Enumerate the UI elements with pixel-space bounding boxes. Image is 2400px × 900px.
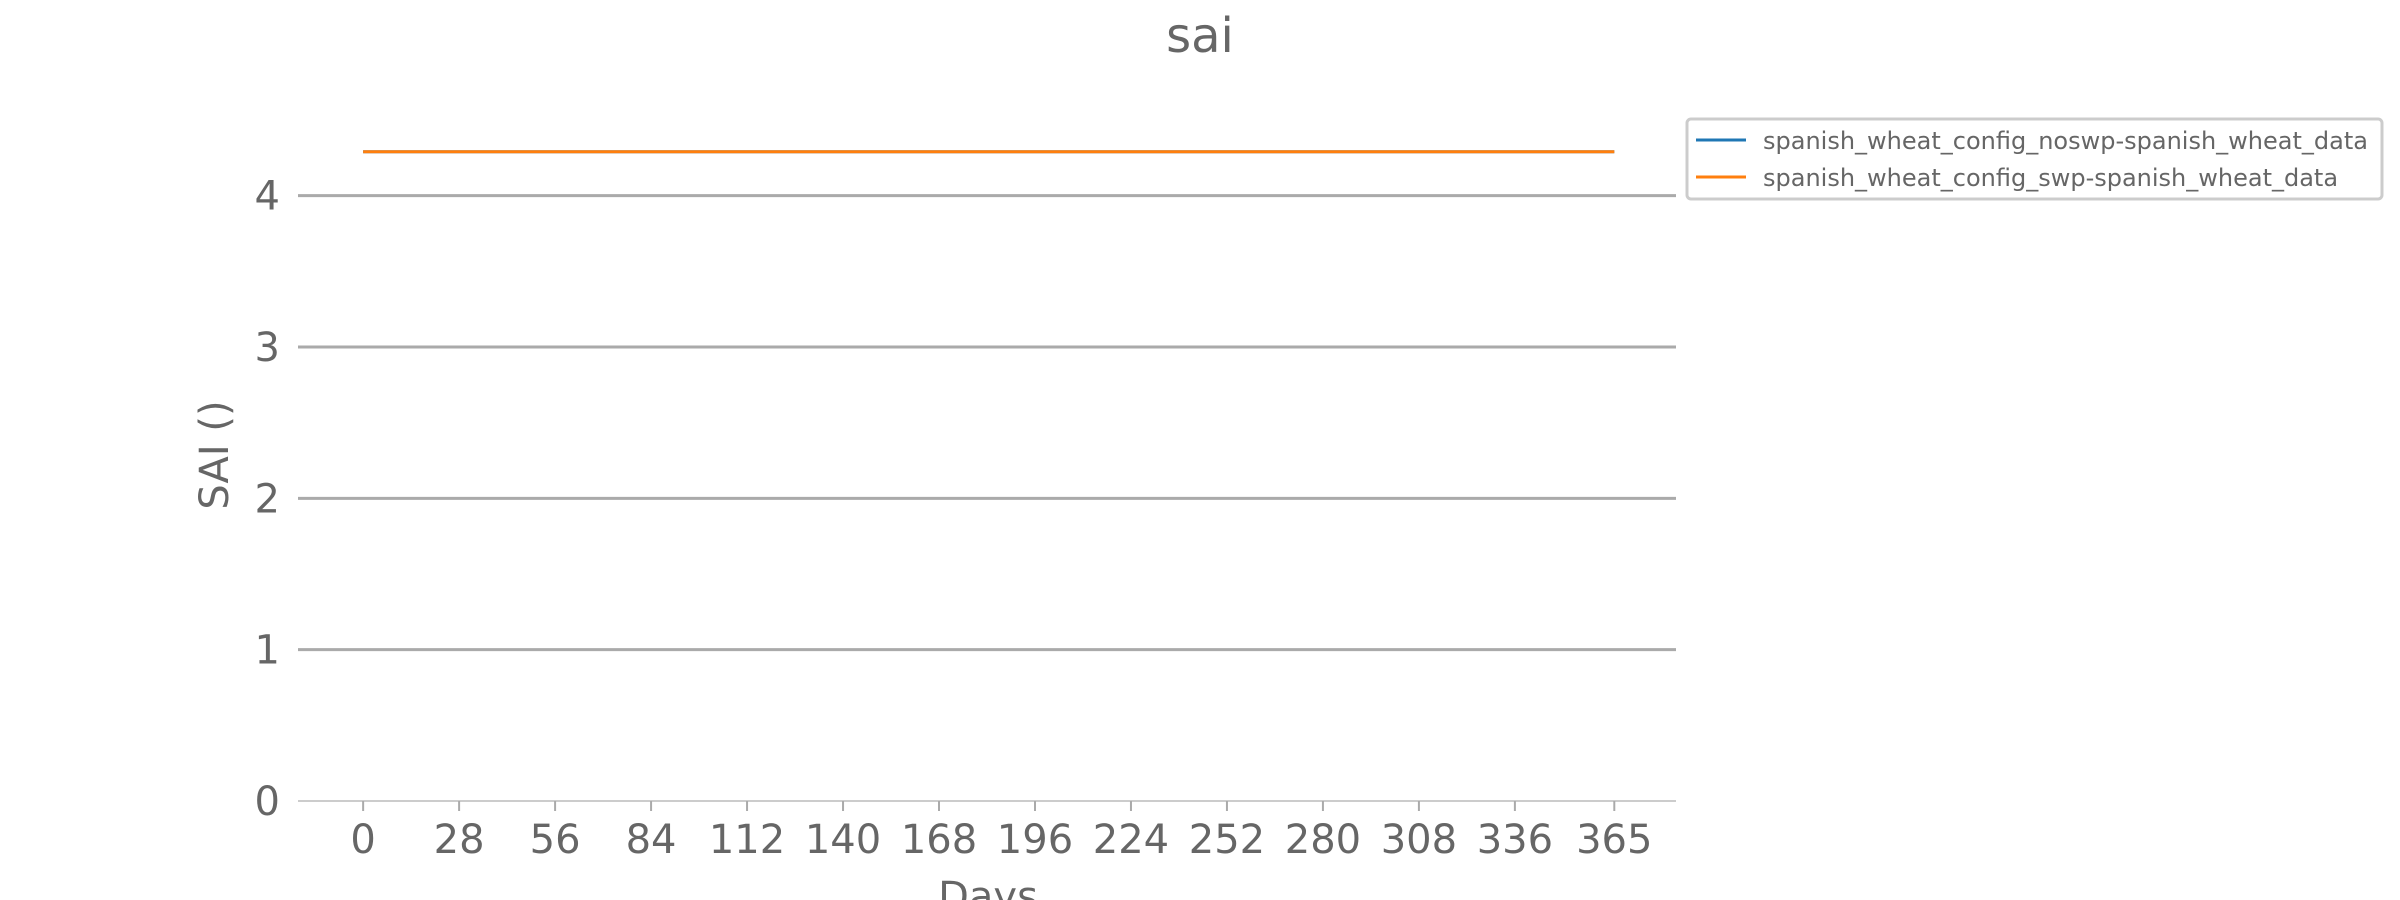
x-axis: 0 28 56 84 112 140 168 196 224 252 280 308 336 365	[350, 801, 1652, 863]
x-tick-label-112: 112	[709, 817, 785, 863]
x-tick-label-308: 308	[1381, 817, 1457, 863]
x-tick-label-252: 252	[1189, 817, 1265, 863]
y-axis: 0 1 2 3 4	[255, 174, 280, 825]
x-tick-label-280: 280	[1285, 817, 1361, 863]
x-axis-label: Days	[938, 874, 1038, 900]
x-tick-label-365: 365	[1576, 817, 1652, 863]
legend: spanish_wheat_config_noswp-spanish_wheat…	[1685, 117, 2384, 201]
x-tick-label-28: 28	[434, 817, 485, 863]
y-tick-label-4: 4	[255, 174, 280, 220]
legend-label-swp: spanish_wheat_config_swp-spanish_wheat_d…	[1763, 164, 2338, 192]
legend-label-noswp: spanish_wheat_config_noswp-spanish_wheat…	[1763, 127, 2368, 155]
y-tick-label-1: 1	[255, 628, 280, 674]
grid-lines	[298, 194, 1676, 802]
x-tick-label-0: 0	[350, 817, 375, 863]
x-tick-label-224: 224	[1093, 817, 1169, 863]
x-tick-label-56: 56	[530, 817, 581, 863]
y-axis-label: SAI ()	[192, 400, 238, 509]
y-tick-label-3: 3	[255, 325, 280, 371]
legend-box	[1685, 117, 2384, 201]
y-tick-label-2: 2	[255, 476, 280, 522]
x-tick-label-140: 140	[805, 817, 881, 863]
chart-title: sai	[1166, 8, 1234, 64]
y-tick-label-0: 0	[255, 779, 280, 825]
x-tick-label-84: 84	[626, 817, 677, 863]
x-tick-label-196: 196	[997, 817, 1073, 863]
x-tick-label-336: 336	[1477, 817, 1553, 863]
x-tick-label-168: 168	[901, 817, 977, 863]
